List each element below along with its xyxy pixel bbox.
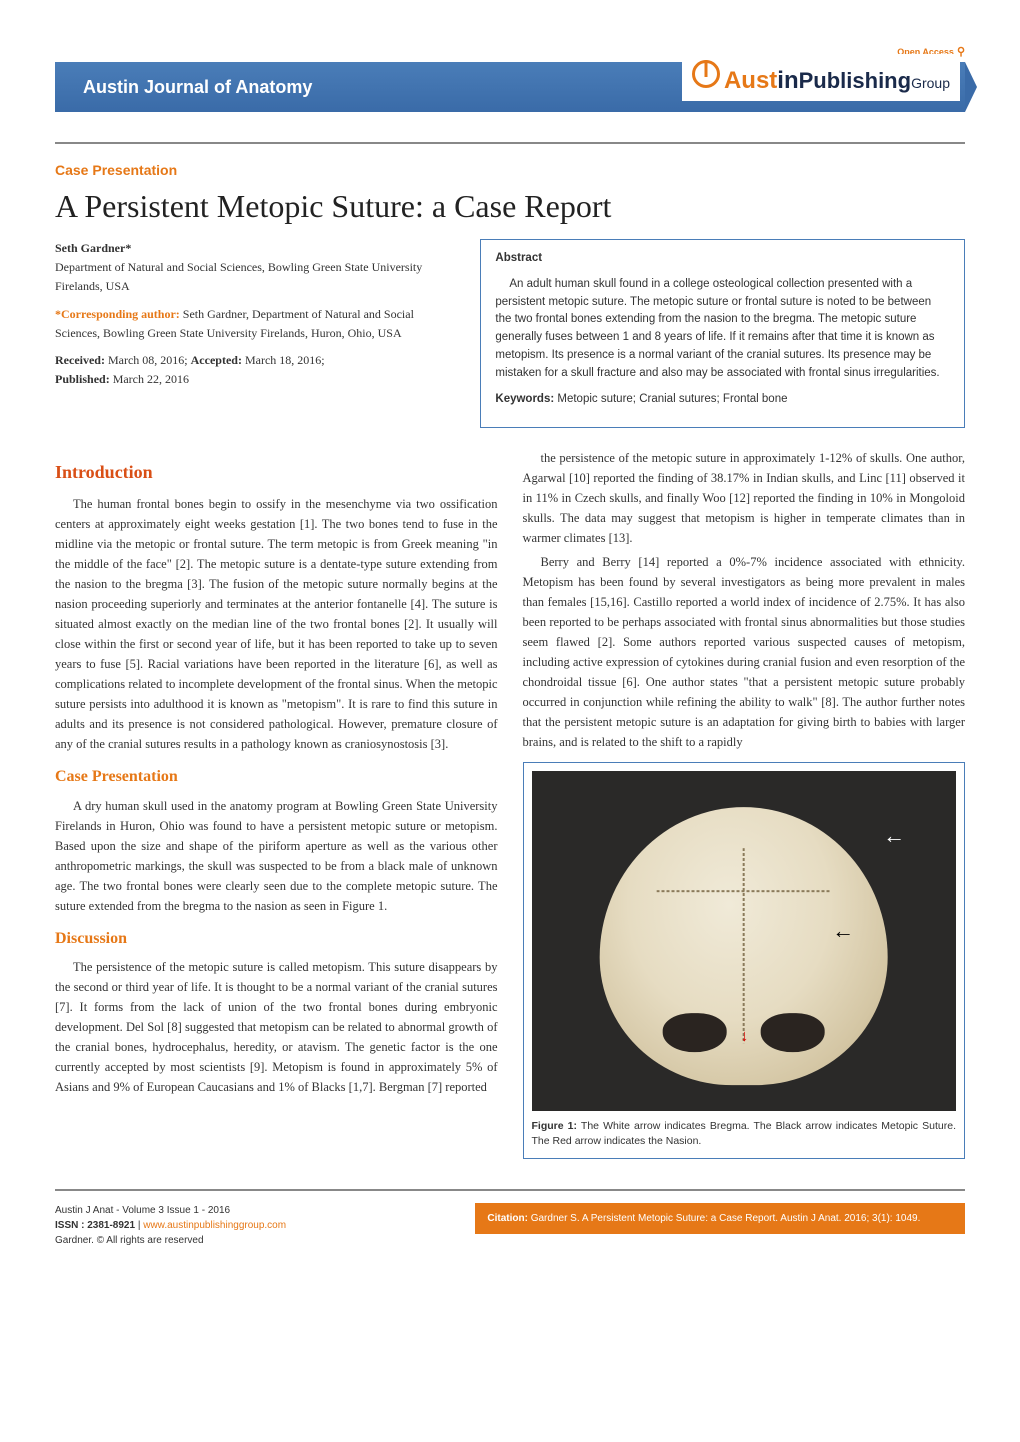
black-arrow-icon: ← — [832, 913, 854, 948]
figure-caption-text: The White arrow indicates Bregma. The Bl… — [532, 1120, 957, 1148]
logo-text-aust: Aust — [724, 67, 777, 94]
journal-header-band: Austin Journal of Anatomy Austin Publish… — [55, 62, 965, 112]
author-affiliation: Department of Natural and Social Science… — [55, 260, 422, 293]
published-date: March 22, 2016 — [110, 372, 189, 386]
copyright-line: Gardner. © All rights are reserved — [55, 1235, 204, 1246]
metopic-suture-line — [743, 848, 745, 1043]
body-column-right: the persistence of the metopic suture in… — [523, 448, 966, 1160]
keywords-text: Metopic suture; Cranial sutures; Frontal… — [554, 393, 787, 405]
article-type-label: Case Presentation — [55, 162, 965, 178]
accepted-label: Accepted: — [191, 353, 242, 367]
left-orbit — [663, 1013, 727, 1052]
abstract-heading: Abstract — [495, 250, 950, 268]
article-title: A Persistent Metopic Suture: a Case Repo… — [55, 188, 965, 225]
received-label: Received: — [55, 353, 105, 367]
issn-label: ISSN : 2381-8921 — [55, 1220, 135, 1231]
volume-line: Austin J Anat - Volume 3 Issue 1 - 2016 — [55, 1205, 230, 1216]
citation-label: Citation: — [487, 1213, 528, 1224]
footer-meta: Austin J Anat - Volume 3 Issue 1 - 2016 … — [55, 1203, 455, 1248]
received-date: March 08, 2016; — [105, 353, 191, 367]
intro-paragraph-1: The human frontal bones begin to ossify … — [55, 494, 498, 754]
red-arrow-icon: ← — [730, 1029, 756, 1045]
figure-label: Figure 1: — [532, 1120, 578, 1132]
white-arrow-icon: ← — [883, 818, 905, 853]
corresponding-label: *Corresponding author: — [55, 307, 180, 321]
article-meta-block: Seth Gardner* Department of Natural and … — [55, 239, 455, 428]
header-rule — [55, 142, 965, 144]
introduction-heading: Introduction — [55, 458, 498, 487]
journal-name: Austin Journal of Anatomy — [83, 77, 312, 98]
figure-1-image: ← ← ← — [532, 771, 957, 1111]
logo-text-publishing: Publishing — [799, 68, 911, 94]
issn-sep: | — [135, 1220, 143, 1231]
figure-1-caption: Figure 1: The White arrow indicates Breg… — [532, 1119, 957, 1151]
discussion-heading: Discussion — [55, 926, 498, 952]
body-column-left: Introduction The human frontal bones beg… — [55, 448, 498, 1160]
abstract-body: An adult human skull found in a college … — [495, 276, 950, 383]
publisher-link[interactable]: www.austinpublishinggroup.com — [143, 1220, 286, 1231]
publisher-logo: Austin Publishing Group — [682, 54, 960, 101]
abstract-box: Abstract An adult human skull found in a… — [480, 239, 965, 428]
citation-text: Gardner S. A Persistent Metopic Suture: … — [528, 1213, 920, 1224]
case-presentation-heading: Case Presentation — [55, 764, 498, 790]
published-label: Published: — [55, 372, 110, 386]
right-orbit — [761, 1013, 825, 1052]
keywords-label: Keywords: — [495, 393, 554, 405]
coronal-suture-line — [657, 890, 830, 892]
logo-mark-icon — [692, 60, 720, 88]
case-paragraph-1: A dry human skull used in the anatomy pr… — [55, 796, 498, 916]
author-name: Seth Gardner* — [55, 241, 131, 255]
logo-text-in: in — [777, 67, 798, 94]
col2-paragraph-2: Berry and Berry [14] reported a 0%-7% in… — [523, 552, 966, 752]
discussion-paragraph-1: The persistence of the metopic suture is… — [55, 957, 498, 1097]
figure-1-box: ← ← ← Figure 1: The White arrow indicate… — [523, 762, 966, 1160]
logo-text-group: Group — [911, 75, 950, 91]
col2-paragraph-1: the persistence of the metopic suture in… — [523, 448, 966, 548]
citation-box: Citation: Gardner S. A Persistent Metopi… — [475, 1203, 965, 1234]
accepted-date: March 18, 2016; — [242, 353, 325, 367]
footer-rule — [55, 1189, 965, 1191]
